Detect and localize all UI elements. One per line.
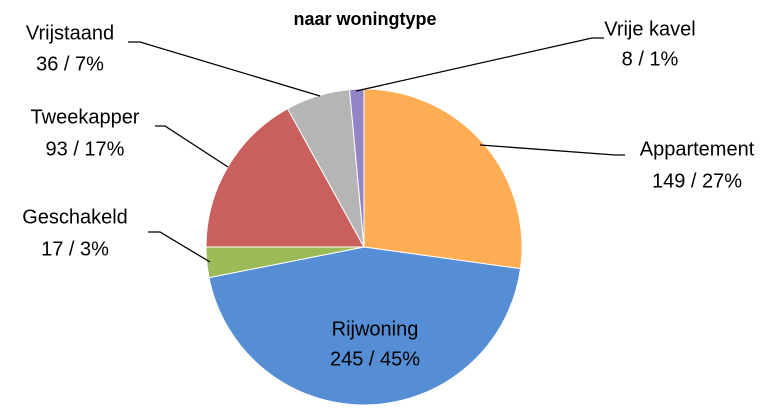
slice-label: Geschakeld [22, 206, 128, 228]
slice-value-label: 17 / 3% [41, 238, 109, 260]
slice-label: Rijwoning [332, 318, 419, 340]
slice-value-label: 93 / 17% [46, 138, 125, 160]
leader-line [148, 231, 211, 263]
slice-value-label: 8 / 1% [622, 48, 679, 70]
slice-value-label: 245 / 45% [330, 348, 420, 370]
leader-line [355, 37, 604, 92]
slice-value-label: 149 / 27% [652, 170, 742, 192]
pie-slice [363, 88, 523, 270]
leader-line [128, 41, 321, 97]
leader-line [155, 125, 229, 168]
slice-label: Vrijstaand [26, 22, 114, 44]
slice-label: Appartement [640, 138, 755, 160]
slice-value-label: 36 / 7% [36, 53, 104, 75]
chart-title: naar woningtype [293, 9, 436, 29]
slice-label: Tweekapper [31, 106, 140, 128]
leader-line [479, 144, 625, 156]
slice-label: Vrije kavel [604, 18, 696, 40]
